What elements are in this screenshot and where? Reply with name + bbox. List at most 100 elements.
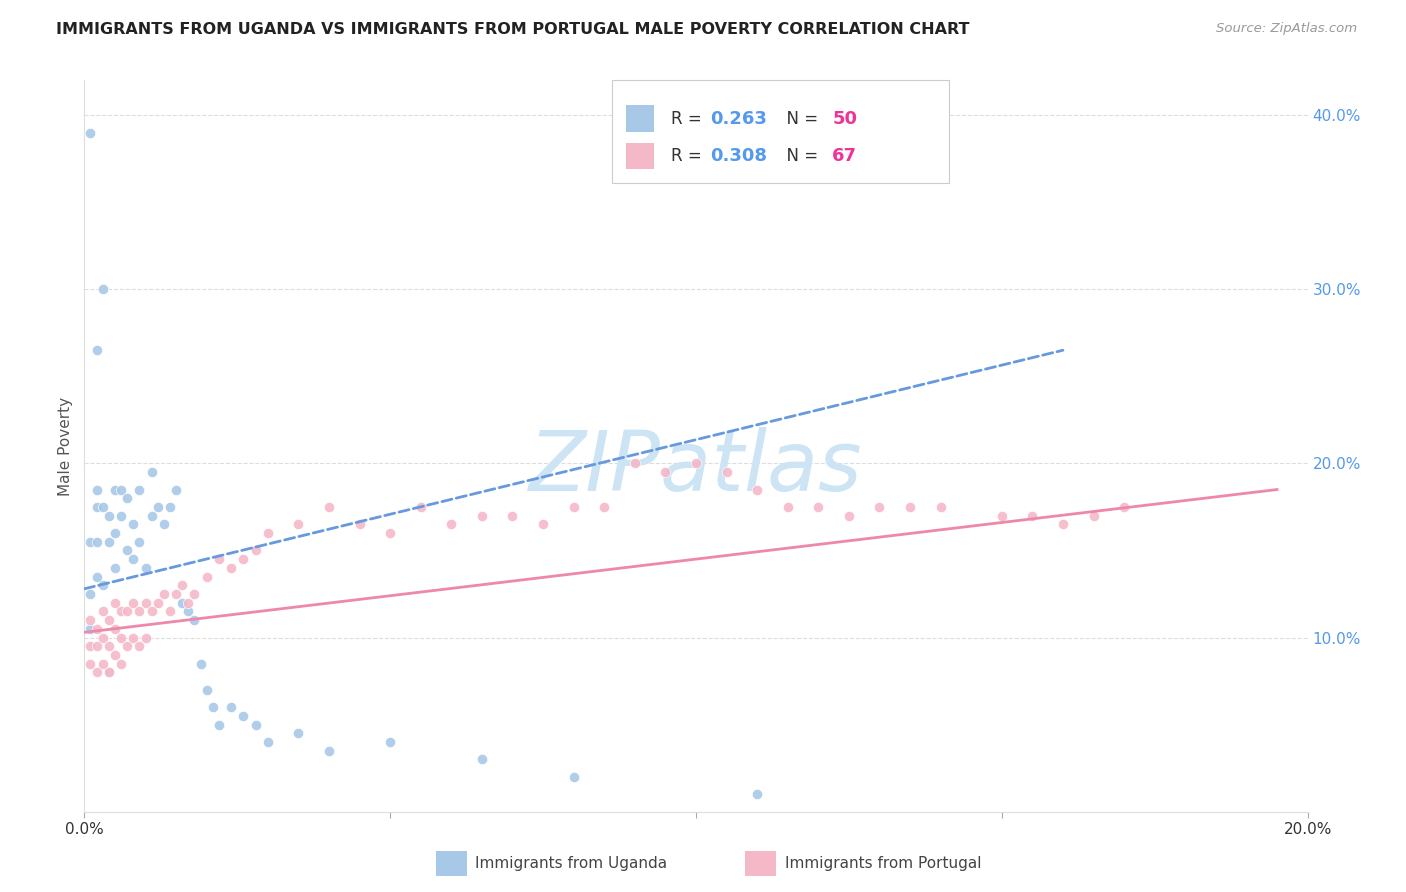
Point	[79, 534, 101, 549]
Point	[245, 543, 267, 558]
Point	[91, 604, 114, 618]
Point	[232, 709, 254, 723]
Point	[122, 631, 145, 645]
Point	[141, 604, 163, 618]
Point	[79, 613, 101, 627]
Point	[135, 631, 157, 645]
Point	[104, 526, 127, 541]
Point	[471, 508, 494, 523]
Text: R =: R =	[671, 147, 707, 165]
Point	[135, 561, 157, 575]
Point	[79, 126, 101, 140]
Point	[86, 622, 108, 636]
Text: 67: 67	[832, 147, 858, 165]
Point	[195, 569, 218, 583]
Point	[440, 517, 463, 532]
Point	[232, 552, 254, 566]
Point	[172, 578, 194, 592]
Point	[190, 657, 212, 671]
Point	[110, 631, 132, 645]
Point	[110, 483, 132, 497]
Point	[380, 735, 402, 749]
Point	[86, 500, 108, 514]
Text: N =: N =	[776, 147, 824, 165]
Point	[104, 622, 127, 636]
Point	[409, 500, 432, 514]
Point	[318, 744, 340, 758]
Point	[79, 657, 101, 671]
Point	[122, 596, 145, 610]
Point	[153, 517, 176, 532]
Point	[929, 500, 952, 514]
Point	[287, 517, 309, 532]
Point	[159, 500, 181, 514]
Point	[122, 517, 145, 532]
Point	[1052, 517, 1074, 532]
Point	[747, 483, 769, 497]
Point	[685, 457, 707, 471]
Point	[115, 543, 138, 558]
Point	[208, 552, 231, 566]
Point	[128, 640, 150, 654]
Point	[115, 491, 138, 506]
Text: ZIPatlas: ZIPatlas	[529, 427, 863, 508]
Point	[165, 587, 187, 601]
Point	[1083, 508, 1105, 523]
Text: N =: N =	[776, 110, 824, 128]
Point	[716, 465, 738, 479]
Point	[128, 604, 150, 618]
Point	[153, 587, 176, 601]
Point	[624, 457, 647, 471]
Point	[79, 622, 101, 636]
Point	[86, 483, 108, 497]
Point	[172, 596, 194, 610]
Point	[531, 517, 554, 532]
Point	[654, 465, 676, 479]
Point	[97, 640, 120, 654]
Point	[219, 700, 242, 714]
Point	[122, 552, 145, 566]
Point	[471, 752, 494, 766]
Point	[86, 640, 108, 654]
Point	[104, 596, 127, 610]
Point	[349, 517, 371, 532]
Point	[177, 596, 200, 610]
Point	[97, 613, 120, 627]
Point	[183, 587, 205, 601]
Point	[747, 787, 769, 801]
Text: 0.308: 0.308	[710, 147, 768, 165]
Point	[97, 534, 120, 549]
Point	[91, 631, 114, 645]
Point	[146, 596, 169, 610]
Point	[287, 726, 309, 740]
Point	[869, 500, 891, 514]
Point	[104, 648, 127, 662]
Point	[245, 717, 267, 731]
Point	[110, 657, 132, 671]
Point	[593, 500, 616, 514]
Point	[86, 534, 108, 549]
Text: Source: ZipAtlas.com: Source: ZipAtlas.com	[1216, 22, 1357, 36]
Point	[898, 500, 921, 514]
Point	[79, 587, 101, 601]
Point	[159, 604, 181, 618]
Point	[104, 561, 127, 575]
Point	[135, 596, 157, 610]
Point	[86, 343, 108, 358]
Point	[141, 465, 163, 479]
Point	[380, 526, 402, 541]
Point	[195, 682, 218, 697]
Point	[97, 508, 120, 523]
Point	[79, 640, 101, 654]
Text: 0.263: 0.263	[710, 110, 766, 128]
Point	[86, 569, 108, 583]
Point	[97, 665, 120, 680]
Point	[257, 735, 280, 749]
Point	[91, 578, 114, 592]
Point	[776, 500, 799, 514]
Point	[257, 526, 280, 541]
Point	[104, 483, 127, 497]
Point	[91, 282, 114, 296]
Text: R =: R =	[671, 110, 707, 128]
Point	[991, 508, 1014, 523]
